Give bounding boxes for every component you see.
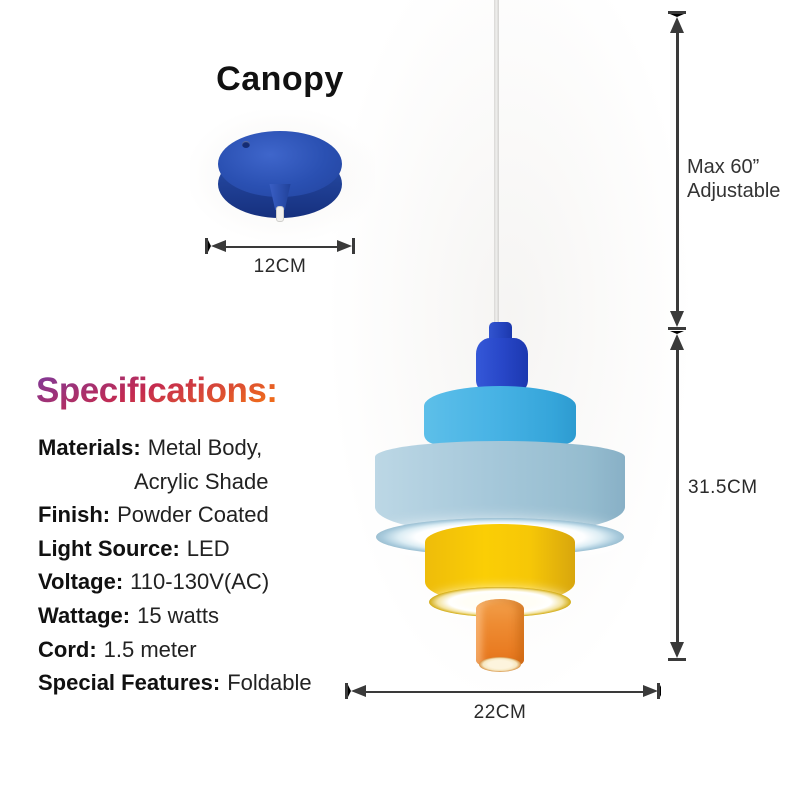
hanging-height-line1: Max 60” (687, 156, 760, 178)
spec-row-materials: Materials: Metal Body, (38, 431, 368, 465)
canopy-cord-stub (276, 206, 284, 222)
spec-label: Light Source: (38, 535, 180, 561)
spec-label: Cord: (38, 636, 97, 662)
spec-row-special-features: Special Features: Foldable (38, 666, 368, 700)
canopy-screw-hole (242, 141, 250, 148)
dimension-line (218, 245, 342, 249)
lamp-socket-neck (489, 322, 512, 342)
dimension-tick (657, 683, 660, 699)
canopy-width-label: 12CM (253, 256, 307, 277)
dimension-tick (668, 658, 686, 661)
arrowhead-up-icon (670, 14, 684, 33)
dimension-tick (205, 238, 208, 254)
spec-value: Acrylic Shade (134, 468, 269, 494)
spec-row-light-source: Light Source: LED (38, 532, 368, 566)
spec-label: Wattage: (38, 602, 131, 628)
spec-label: Voltage: (38, 569, 124, 595)
spec-label: Finish: (38, 502, 111, 528)
lamp-cord (494, 0, 499, 326)
spec-label: Special Features: (38, 670, 221, 696)
arrowhead-left-icon (348, 685, 366, 697)
spec-row-materials-line2: Acrylic Shade (38, 465, 368, 499)
spec-value: 15 watts (137, 602, 220, 628)
hanging-height-label: Max 60” Adjustable (687, 156, 780, 203)
dimension-line (360, 690, 646, 694)
spec-label: Materials: (38, 435, 141, 460)
spec-row-voltage: Voltage: 110-130V(AC) (38, 565, 368, 599)
arrowhead-up-icon (670, 331, 684, 350)
spec-value: Metal Body, (147, 435, 263, 460)
spec-row-finish: Finish: Powder Coated (38, 498, 368, 532)
spec-value: 1.5 meter (103, 636, 197, 662)
specifications-list: Materials: Metal Body, Acrylic Shade Fini… (38, 431, 368, 700)
dimension-line (676, 28, 679, 314)
lamp-socket (476, 338, 528, 392)
hanging-height-line2: Adjustable (687, 179, 781, 202)
lamp-shade-sky-blue-tier (424, 386, 576, 444)
spec-value: Foldable (227, 670, 312, 696)
fixture-width-label: 22CM (473, 702, 527, 723)
canopy-cord-grip (269, 184, 291, 210)
spec-value: LED (186, 535, 230, 561)
dimension-tick (668, 11, 686, 14)
dimension-tick (668, 327, 686, 330)
spec-value: Powder Coated (117, 502, 269, 528)
lamp-bottom-glow (479, 657, 521, 672)
dimension-tick (345, 683, 348, 699)
dimension-tick (352, 238, 355, 254)
canopy-title: Canopy (216, 60, 344, 98)
dimension-line (676, 345, 679, 645)
spec-row-wattage: Wattage: 15 watts (38, 599, 368, 633)
spec-value: 110-130V(AC) (130, 569, 270, 595)
fixture-height-label: 31.5CM (688, 477, 758, 498)
spec-row-cord: Cord: 1.5 meter (38, 633, 368, 667)
specifications-title: Specifications: (36, 371, 278, 410)
